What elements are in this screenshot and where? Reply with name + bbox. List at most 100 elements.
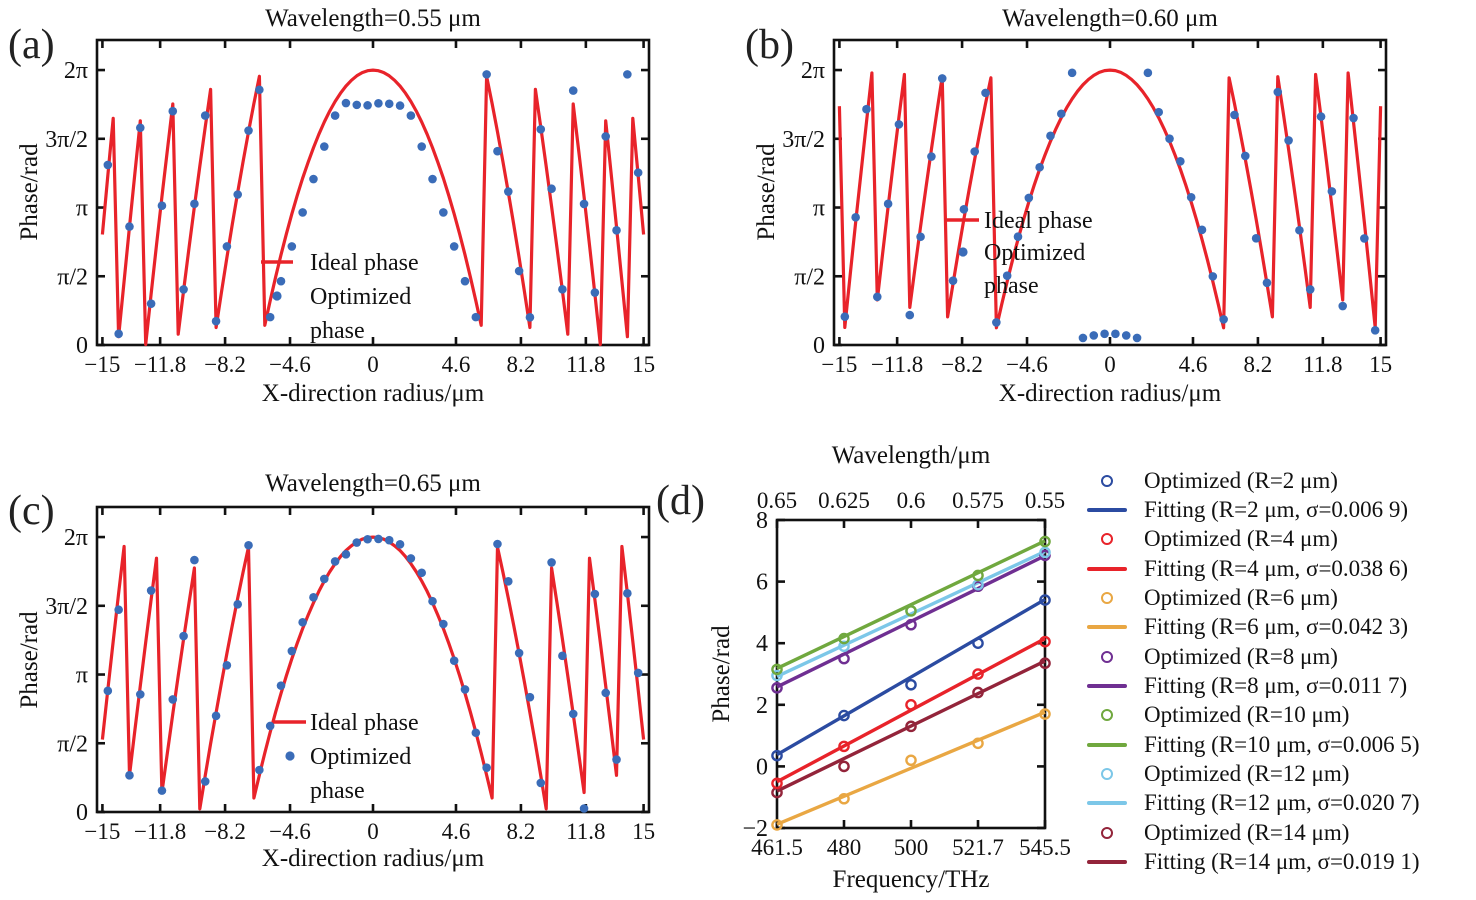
legend-label: Optimized (R=8 μm) — [1144, 643, 1338, 669]
panel-c-plot: −15 −11.8 −8.2 −4.6 0 4.6 8.2 11.8 15 0 π/2 π 3π/2 2π… — [45, 505, 655, 844]
panel-b-letter: (b) — [745, 22, 794, 68]
panel-b-xlabel: X-direction radius/μm — [998, 380, 1222, 407]
y-tick-label: π/2 — [794, 264, 825, 290]
legend-text: Optimized — [984, 240, 1085, 266]
legend-text: Ideal phase — [984, 208, 1093, 234]
y-tick-label: π/2 — [57, 264, 88, 290]
y-tick-label: π — [76, 196, 88, 222]
panel-b-plot: −15 −11.8 −8.2 −4.6 0 4.6 8.2 11.8 15 0 π/2 π 3π/2 2π… — [782, 38, 1392, 377]
frequency-tick-label: 521.7 — [952, 835, 1004, 860]
circle-marker-icon — [1101, 474, 1113, 487]
panel-d-plot: 461.50.654800.6255000.6521.70.575545.50.… — [742, 488, 1070, 860]
x-tick-label: −8.2 — [204, 819, 246, 844]
x-tick-label: 4.6 — [1179, 352, 1208, 377]
legend-item-fitting-r10: Fitting (R=10 μm, σ=0.006 5) — [1078, 730, 1474, 759]
y-tick-label: π — [76, 663, 88, 689]
legend-item-fitting-r12: Fitting (R=12 μm, σ=0.020 7) — [1078, 789, 1474, 818]
x-tick-label: −8.2 — [941, 352, 983, 377]
panel-a-plot: −15 −11.8 −8.2 −4.6 0 4.6 8.2 11.8 15 0 π/2 π 3π/2 2π… — [45, 38, 655, 377]
wavelength-tick-label: 0.6 — [897, 488, 926, 513]
x-tick-label: 15 — [632, 819, 655, 844]
legend-label: Fitting (R=4 μm, σ=0.038 6) — [1144, 555, 1409, 581]
panel-d-legend: Optimized (R=2 μm) Fitting (R=2 μm, σ=0.0… — [1078, 466, 1474, 877]
circle-marker-icon — [1101, 709, 1113, 722]
y-tick-label: 6 — [756, 570, 768, 596]
y-tick-label: 2 — [756, 693, 768, 719]
x-tick-label: 4.6 — [442, 819, 471, 844]
line-marker-icon — [1087, 742, 1127, 747]
line-marker-icon — [1087, 801, 1127, 806]
panel-c-xlabel: X-direction radius/μm — [261, 845, 485, 872]
line-marker-icon — [1087, 566, 1127, 571]
wavelength-tick-label: 0.575 — [952, 488, 1004, 513]
x-tick-label: −15 — [84, 352, 120, 377]
x-tick-label: 15 — [632, 352, 655, 377]
fit-line-r12 — [776, 549, 1046, 679]
panel-d-letter: (d) — [656, 478, 705, 524]
panel-a-title: Wavelength=0.55 μm — [265, 5, 481, 32]
x-tick-label: 4.6 — [442, 352, 471, 377]
wavelength-tick-label: 0.55 — [1025, 488, 1065, 513]
optimized-phase-legend-marker — [958, 247, 968, 257]
legend-label: Optimized (R=10 μm) — [1144, 702, 1350, 728]
panel-b-inplot-legend: Ideal phase Optimized phase — [947, 208, 1093, 299]
legend-text: phase — [310, 778, 365, 804]
y-tick-label: 4 — [756, 631, 768, 657]
y-tick-label: π/2 — [57, 731, 88, 757]
y-tick-label: π — [813, 196, 825, 222]
y-tick-label: 0 — [76, 333, 88, 359]
optimized-points-r4 — [771, 635, 1051, 790]
x-tick-label: −4.6 — [269, 819, 311, 844]
y-tick-label: 0 — [813, 333, 825, 359]
panel-d-top-axis-title: Wavelength/μm — [831, 442, 991, 469]
fit-line-r2 — [776, 597, 1046, 757]
ideal-phase-curve — [837, 68, 1383, 330]
x-tick-label: −4.6 — [269, 352, 311, 377]
legend-label: Fitting (R=10 μm, σ=0.006 5) — [1144, 731, 1420, 757]
panel-a-inplot-legend: Ideal phase Optimized phase — [261, 250, 419, 344]
x-tick-label: −11.8 — [871, 352, 923, 377]
y-tick-label: −2 — [742, 816, 768, 842]
frequency-tick-label: 545.5 — [1019, 835, 1071, 860]
legend-item-optimized-r10: Optimized (R=10 μm) — [1078, 701, 1474, 730]
x-tick-label: 11.8 — [566, 819, 605, 844]
panel-c-title: Wavelength=0.65 μm — [265, 470, 481, 497]
line-marker-icon — [1087, 625, 1127, 630]
axes-box — [775, 518, 1047, 830]
line-marker-icon — [1087, 508, 1127, 513]
legend-item-optimized-r6: Optimized (R=6 μm) — [1078, 583, 1474, 612]
ideal-phase-curve — [100, 68, 646, 347]
x-tick-label: −15 — [821, 352, 857, 377]
fit-line-r6 — [776, 710, 1046, 826]
panel-a-xlabel: X-direction radius/μm — [261, 380, 485, 407]
y-tick-label: 0 — [76, 800, 88, 826]
legend-item-optimized-r2: Optimized (R=2 μm) — [1078, 466, 1474, 495]
legend-label: Optimized (R=6 μm) — [1144, 585, 1338, 611]
optimized-phase-dots — [103, 70, 643, 339]
x-tick-label: 11.8 — [1303, 352, 1342, 377]
x-tick-label: 8.2 — [507, 352, 536, 377]
legend-item-optimized-r4: Optimized (R=4 μm) — [1078, 525, 1474, 554]
panel-c-inplot-legend: Ideal phase Optimized phase — [274, 710, 419, 804]
optimized-phase-legend-marker — [272, 291, 282, 301]
panel-a-ylabel: Phase/rad — [16, 143, 43, 241]
ticks-and-labels: −15 −11.8 −8.2 −4.6 0 4.6 8.2 11.8 15 0 π/2 π 3π/2 2π — [45, 507, 655, 844]
optimized-phase-legend-marker — [285, 751, 295, 761]
legend-label: Fitting (R=6 μm, σ=0.042 3) — [1144, 614, 1409, 640]
legend-label: Optimized (R=12 μm) — [1144, 761, 1350, 787]
legend-text: phase — [984, 273, 1039, 299]
x-tick-label: −15 — [84, 819, 120, 844]
legend-item-fitting-r8: Fitting (R=8 μm, σ=0.011 7) — [1078, 671, 1474, 700]
y-tick-label: 3π/2 — [45, 594, 88, 620]
optimized-points-r6 — [771, 708, 1051, 831]
x-tick-label: 11.8 — [566, 352, 605, 377]
frequency-tick-label: 500 — [894, 835, 929, 860]
x-tick-label: −4.6 — [1006, 352, 1048, 377]
legend-label: Optimized (R=4 μm) — [1144, 526, 1338, 552]
y-tick-label: 2π — [64, 525, 88, 551]
ticks-and-labels: −15 −11.8 −8.2 −4.6 0 4.6 8.2 11.8 15 0 π/2 π 3π/2 2π — [45, 40, 655, 377]
x-tick-label: 15 — [1369, 352, 1392, 377]
y-tick-label: 3π/2 — [782, 127, 825, 153]
